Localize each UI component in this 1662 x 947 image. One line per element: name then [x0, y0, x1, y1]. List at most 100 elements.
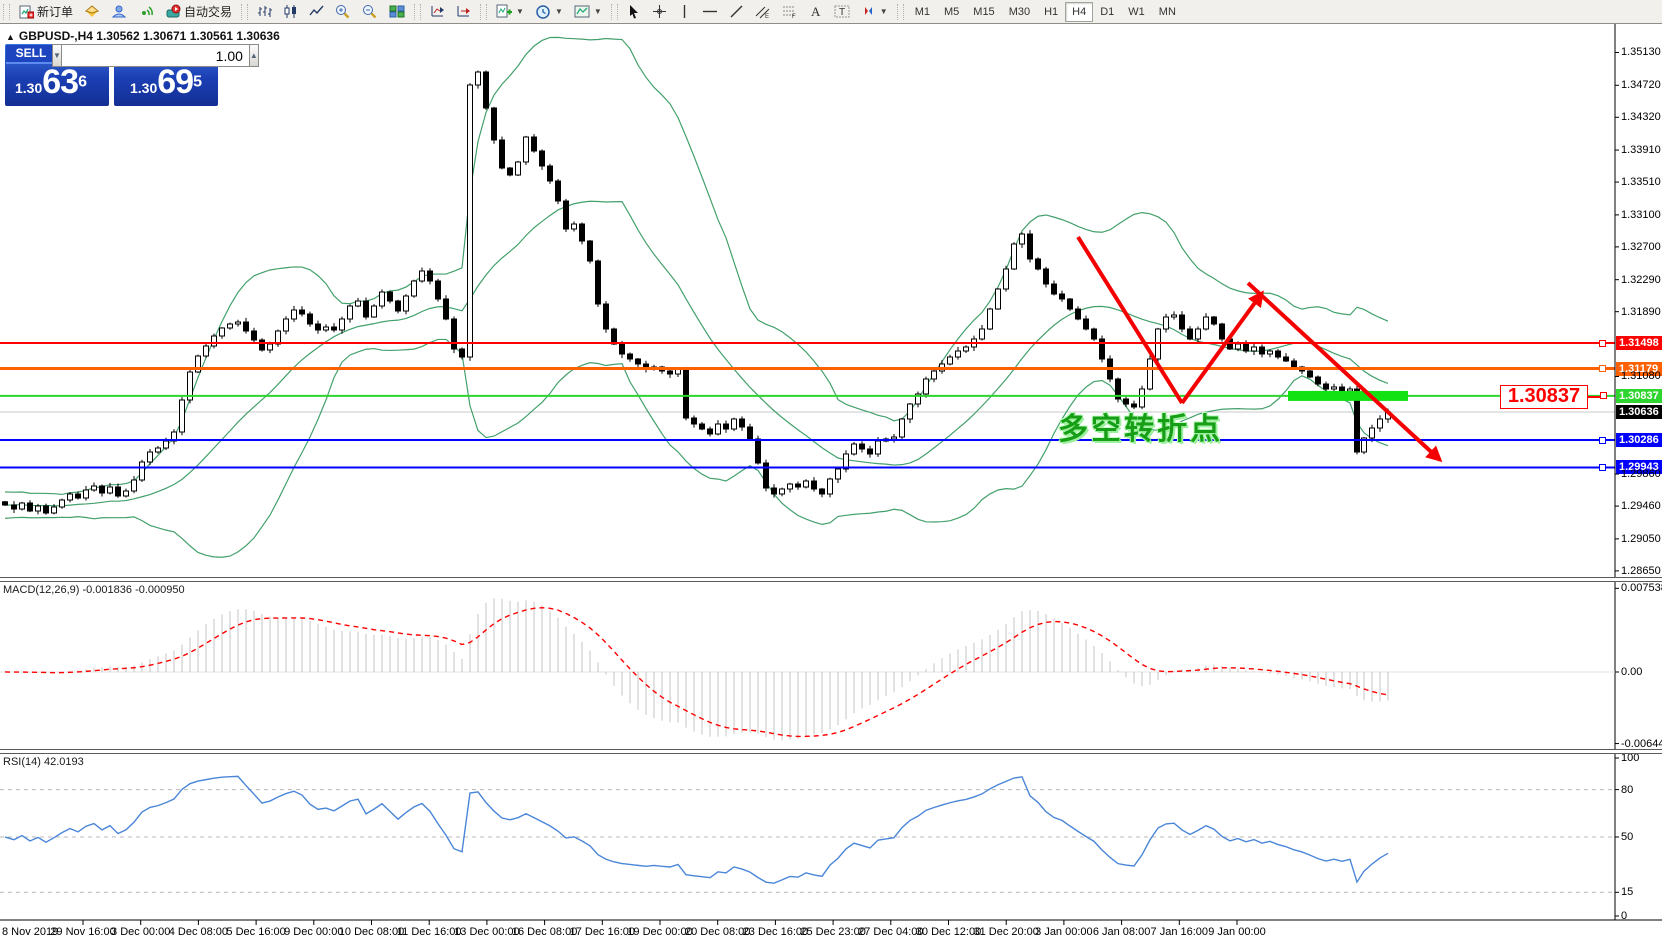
callout-connector-line — [1586, 396, 1602, 398]
sell-price-small: 1.30 — [15, 80, 43, 96]
price-tick-label: 1.34720 — [1621, 79, 1661, 92]
toolbar-grip[interactable] — [480, 3, 488, 20]
sell-price-sup: 6 — [78, 73, 87, 91]
label-button[interactable]: T — [829, 1, 855, 23]
auto-scroll-button[interactable] — [425, 1, 450, 23]
svg-text:A: A — [811, 4, 821, 19]
time-axis-label: 27 Dec 04:00 — [858, 926, 924, 938]
dropdown-caret: ▼ — [554, 7, 563, 16]
sell-button[interactable]: SELL — [6, 45, 56, 64]
timeframe-button-M15[interactable]: M15 — [973, 5, 995, 18]
timeframe-button-H4[interactable]: H4 — [1065, 1, 1094, 22]
horizontal-line-button[interactable] — [697, 1, 723, 23]
timeframe-button-MN[interactable]: MN — [1158, 5, 1176, 18]
time-axis-label: 11 Dec 16:00 — [396, 926, 462, 938]
price-level-label: 1.30837 — [1616, 388, 1662, 403]
indicators-button[interactable]: ▼ — [491, 1, 529, 23]
community-button[interactable] — [106, 1, 132, 23]
price-tick-label: 1.32700 — [1621, 240, 1661, 253]
price-tick-label: 1.33510 — [1621, 176, 1661, 189]
symbol-ohlc-title: GBPUSD-,H4 1.30562 1.30671 1.30561 1.306… — [18, 29, 280, 43]
chart-candles-button[interactable] — [278, 1, 303, 23]
time-axis-label: 3 Dec 00:00 — [111, 926, 171, 938]
volume-control: ▼ ▲ — [52, 44, 259, 67]
price-tick-label: 1.29860 — [1621, 468, 1661, 481]
price-tick-label: 1.33100 — [1621, 208, 1661, 221]
time-axis-label: 17 Dec 16:00 — [569, 926, 636, 938]
pane-separator[interactable] — [0, 577, 1662, 582]
line-anchor-handle[interactable] — [1599, 463, 1606, 471]
rsi-axis-label: 50 — [1621, 831, 1634, 843]
price-level-label: 1.30636 — [1616, 405, 1662, 419]
chart-shift-button[interactable] — [451, 1, 476, 23]
pane-separator[interactable] — [0, 749, 1662, 754]
timeframe-button-D1[interactable]: D1 — [1100, 5, 1115, 18]
tile-windows-button[interactable] — [384, 1, 410, 23]
time-axis-label: 23 Dec 16:00 — [742, 926, 809, 938]
timeframe-bar: M1 M5 M15 M30 H1 H4 D1 W1 MN — [908, 1, 1183, 22]
crosshair-button[interactable] — [647, 1, 672, 23]
trendline-button[interactable] — [724, 1, 749, 23]
rsi-axis-label: 0 — [1621, 910, 1628, 922]
signal-icon — [138, 4, 154, 19]
volume-input[interactable] — [61, 44, 249, 67]
macd-axis-label: 0.00 — [1621, 666, 1643, 678]
time-axis-label: 6 Jan 08:00 — [1092, 926, 1151, 938]
turning-point-annotation[interactable]: 多空转折点 — [1058, 413, 1223, 446]
collapse-arrow-icon[interactable]: ▲ — [6, 32, 15, 42]
timeframe-button-H1[interactable]: H1 — [1044, 5, 1059, 18]
macd-axis-label: -0.006446 — [1621, 737, 1662, 750]
templates-button[interactable]: ▼ — [569, 1, 607, 23]
zoom-out-button[interactable] — [357, 1, 383, 23]
svg-text:F: F — [792, 14, 796, 19]
zoom-in-button[interactable] — [330, 1, 356, 23]
fibonacci-button[interactable]: F — [777, 1, 803, 23]
buy-price: 1.30695 — [130, 63, 202, 102]
toolbar-grip[interactable] — [414, 3, 422, 20]
text-button[interactable]: A — [804, 1, 828, 23]
arrows-button[interactable]: ▼ — [856, 1, 893, 23]
toolbar-grip[interactable] — [896, 3, 904, 20]
toolbar-grip[interactable] — [610, 3, 618, 20]
dropdown-caret: ▼ — [593, 7, 602, 16]
callout-anchor-handle[interactable] — [1600, 392, 1607, 399]
user-cloud-icon — [111, 4, 127, 19]
vertical-line-button[interactable] — [673, 1, 696, 23]
time-axis-label: 9 Dec 00:00 — [284, 926, 344, 938]
channel-button[interactable]: E — [750, 1, 776, 23]
cursor-button[interactable] — [622, 1, 646, 23]
volume-decrease-button[interactable]: ▼ — [52, 44, 62, 67]
timeframe-button-M30[interactable]: M30 — [1008, 5, 1031, 18]
price-level-label: 1.31179 — [1616, 361, 1662, 376]
line-anchor-handle[interactable] — [1599, 339, 1606, 347]
line-anchor-handle[interactable] — [1599, 436, 1606, 444]
mql5-market-button[interactable] — [79, 1, 105, 23]
price-tick-label: 1.32290 — [1621, 273, 1661, 286]
periods-button[interactable]: ▼ — [530, 1, 568, 23]
autotrading-button[interactable]: 自动交易 — [160, 1, 237, 23]
time-axis-label: 7 Jan 16:00 — [1150, 926, 1209, 938]
timeframe-button-W1[interactable]: W1 — [1128, 5, 1145, 18]
timeframe-button-M5[interactable]: M5 — [944, 5, 960, 18]
toolbar-grip[interactable] — [241, 3, 249, 20]
time-axis-label: 10 Dec 08:00 — [338, 926, 405, 938]
chart-title: ▲ GBPUSD-,H4 1.30562 1.30671 1.30561 1.30… — [6, 29, 280, 43]
time-axis-label: 16 Dec 08:00 — [511, 926, 578, 938]
toolbar: 新订单 自动交易 — [0, 0, 1662, 24]
new-order-button[interactable]: 新订单 — [14, 1, 78, 23]
signals-button[interactable] — [133, 1, 159, 23]
line-anchor-handle[interactable] — [1599, 365, 1606, 373]
price-tick-label: 1.29050 — [1621, 532, 1661, 545]
chart-bars-button[interactable] — [252, 1, 277, 23]
chart-line-button[interactable] — [304, 1, 329, 23]
volume-increase-button[interactable]: ▲ — [248, 44, 259, 67]
time-axis-label: 25 Dec 23:00 — [800, 926, 866, 938]
svg-text:T: T — [839, 7, 845, 18]
timeframe-button-M1[interactable]: M1 — [914, 5, 930, 18]
time-axis-label: 29 Nov 16:00 — [50, 926, 116, 938]
toolbar-grip[interactable] — [3, 3, 10, 20]
price-callout-label[interactable]: 1.30837 — [1500, 385, 1588, 409]
price-tick-label: 1.31080 — [1621, 370, 1661, 383]
